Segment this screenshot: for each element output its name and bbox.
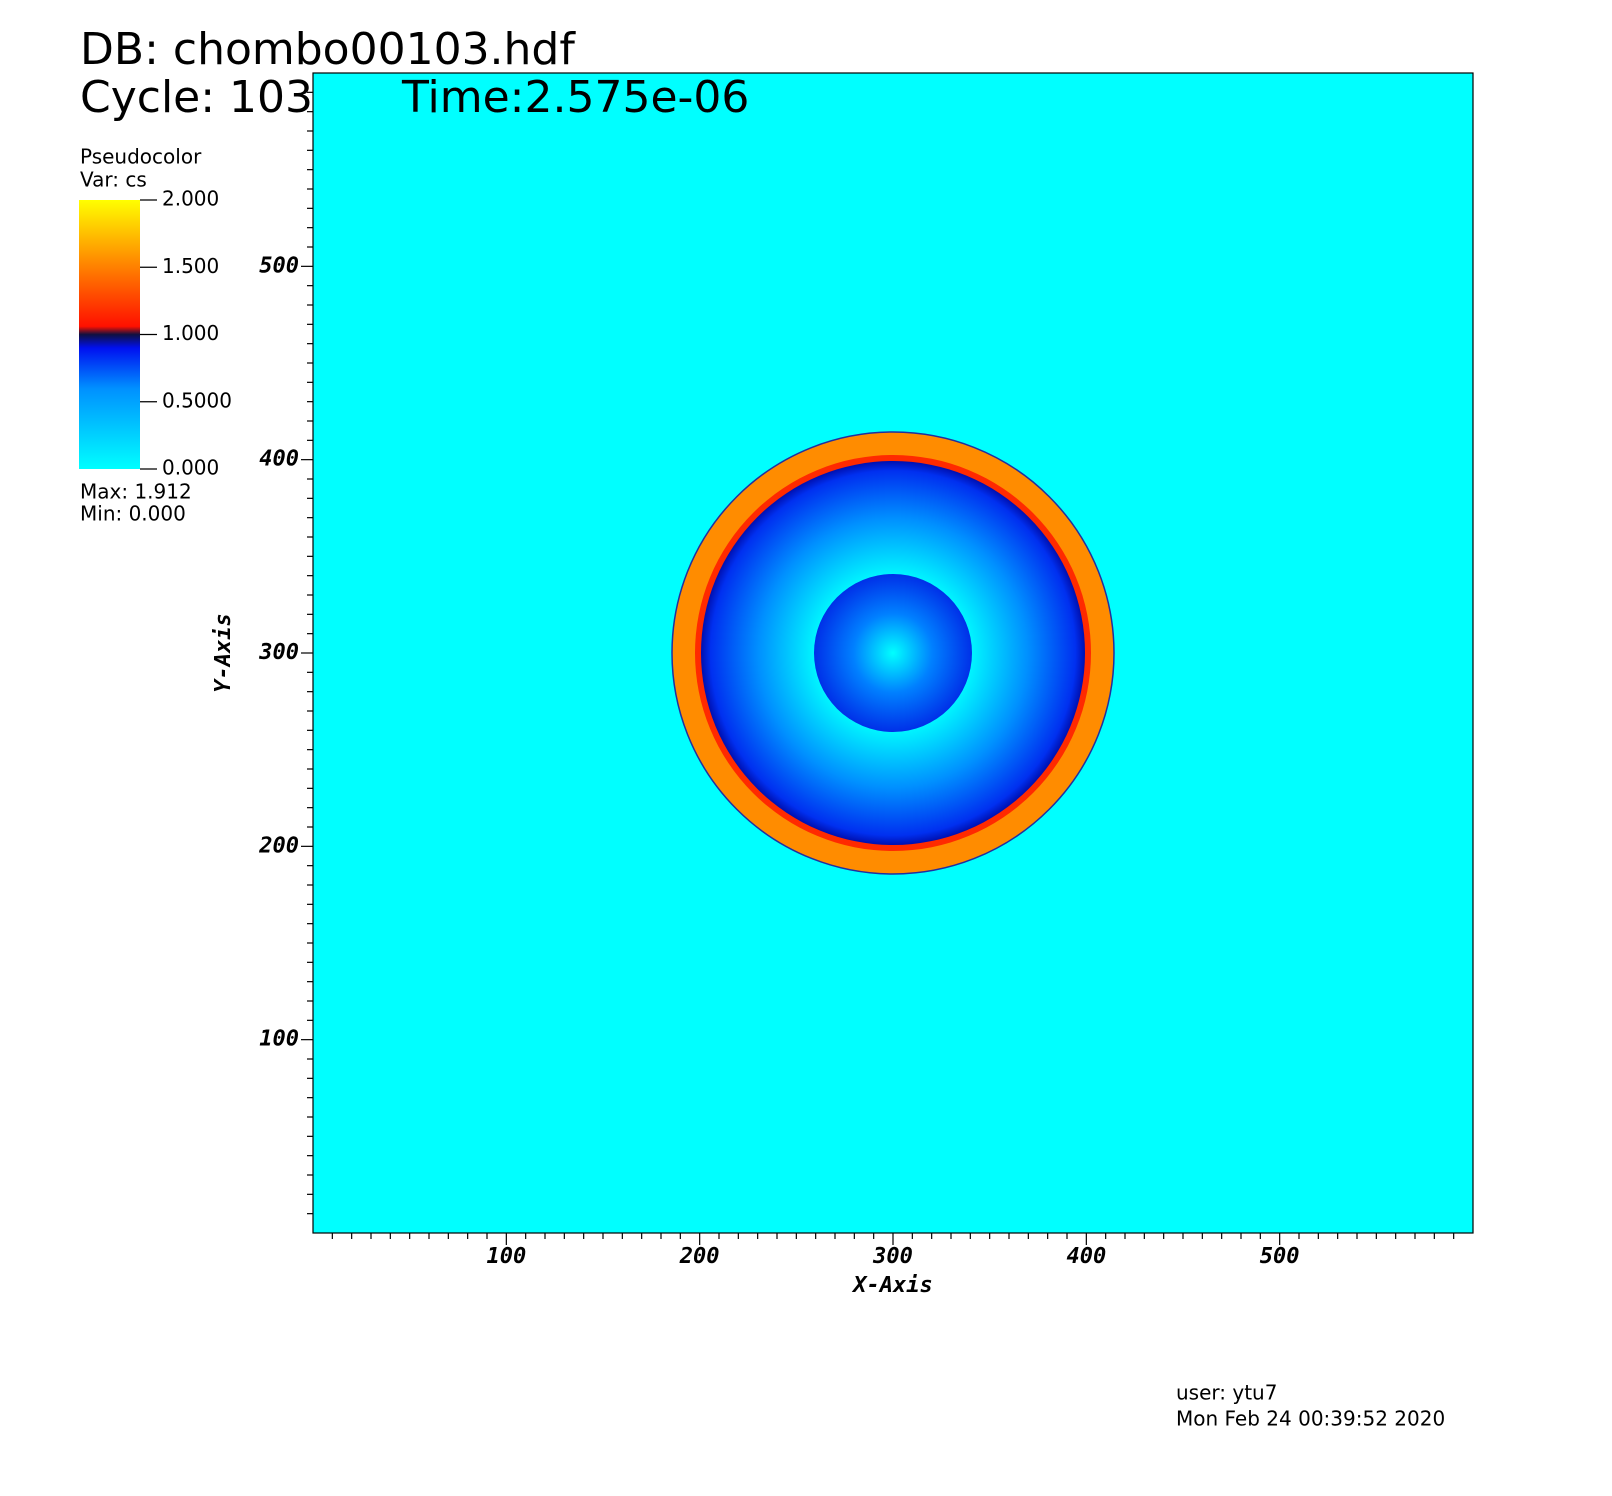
colorbar-tick-label: 1.000 (162, 321, 219, 345)
legend-min: Min: 0.000 (80, 502, 186, 526)
time: Time:2.575e-06 (401, 72, 749, 123)
y-tick-label: 100 (259, 1027, 299, 1052)
x-axis-label: X-Axis (851, 1273, 932, 1298)
y-tick-label: 200 (258, 833, 299, 858)
y-tick-label: 400 (259, 447, 299, 472)
y-tick-label: 500 (259, 253, 299, 278)
x-tick-label: 300 (872, 1244, 913, 1269)
colorbar-tick-label: 0.000 (162, 456, 219, 480)
colorbar-tick-label: 0.5000 (162, 388, 232, 412)
colorbar-tick-label: 2.000 (162, 187, 219, 211)
legend-title: Pseudocolor (80, 145, 202, 169)
legend-max: Max: 1.912 (80, 480, 192, 504)
colorbar-tick-label: 1.500 (162, 254, 219, 278)
core (814, 574, 972, 732)
x-tick-label: 100 (486, 1244, 526, 1269)
user: user: ytu7 (1176, 1381, 1277, 1405)
legend-var: Var: cs (80, 168, 147, 192)
x-tick-label: 500 (1260, 1244, 1300, 1269)
cycle: Cycle: 103 (80, 72, 313, 123)
y-tick-label: 300 (258, 640, 299, 665)
title: DB: chombo00103.hdf (80, 24, 576, 75)
x-tick-label: 400 (1066, 1244, 1106, 1269)
date: Mon Feb 24 00:39:52 2020 (1176, 1407, 1445, 1431)
x-tick-label: 200 (679, 1244, 720, 1269)
field (312, 72, 1474, 1234)
y-axis-label: Y-Axis (211, 613, 236, 692)
colorbar (79, 200, 140, 469)
